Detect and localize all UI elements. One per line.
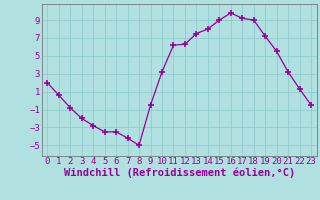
X-axis label: Windchill (Refroidissement éolien,°C): Windchill (Refroidissement éolien,°C) xyxy=(64,168,295,178)
